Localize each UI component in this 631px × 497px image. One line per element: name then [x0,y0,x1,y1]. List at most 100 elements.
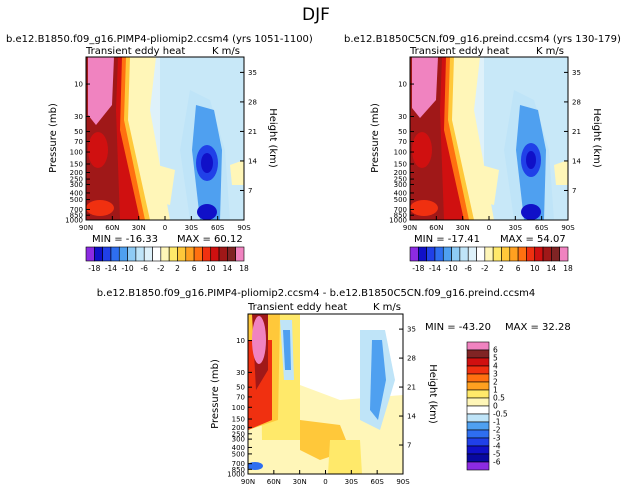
panel-2-plot-area [410,57,568,220]
colorbar-top-left-label: 18 [239,264,249,273]
panel-1-subtitle-right: K m/s [212,46,240,57]
colorbar-top-right-label: -14 [429,264,441,273]
panel-3-xtick-label: 60N [267,478,281,486]
panel-1-title: b.e12.B1850.f09_g16.PIMP4-pliomip2.ccsm4… [6,34,313,45]
colorbar-top-right-label: 10 [530,264,540,273]
panel-1-ytick-label: 250 [70,176,83,184]
colorbar-top-left-swatch [168,246,178,262]
colorbar-top-left-swatch [94,246,103,262]
panel-3-xtick-label: 90S [396,478,410,486]
colorbar-top-right-swatch [559,246,569,262]
panel-3-min-label: MIN = -43.20 [425,322,491,333]
panel-1-xtick-label: 30N [132,224,146,232]
panel-2-ylabel-right: Height (km) [591,108,602,168]
colorbar-top: -18 -14 -10 -6 -2 2 6 10 14 18 -18 -14 -10 -6 -2 2 6 10 14… [85,246,573,273]
panel-2-ytick-label: 30 [398,113,407,121]
panel-2-rtick-label: 7 [572,187,576,195]
panel-2-ytick-label: 200 [394,169,407,177]
colorbar-diff-swatch [466,421,490,431]
colorbar-diff-label: 3 [493,370,498,379]
panel-2-ylabel: Pressure (mb) [370,103,381,173]
colorbar-diff-swatch [466,453,490,463]
colorbar-top-right-swatch [426,246,436,262]
panel-2-subtitle-left: Transient eddy heat [409,46,509,57]
panel-1-ytick-label: 850 [70,212,83,220]
colorbar-top-right-swatch [409,246,419,262]
panel-2-min-label: MIN = -17.41 [414,234,480,245]
colorbar-diff-label: -2 [493,426,501,435]
colorbar-diff-swatch [466,373,490,383]
panel-2-xtick-label: 0 [487,224,491,232]
panel-2-xtick-label: 90S [561,224,575,232]
colorbar-top-left-swatch [193,246,203,262]
panel-3-ytick-label: 850 [232,466,245,474]
panel-1-max-label: MAX = 60.12 [177,234,243,245]
colorbar-top-right-swatch [484,246,494,262]
panel-3-plot-area [248,314,403,474]
colorbar-top-left-label: 14 [223,264,233,273]
panel-2-rtick-label: 35 [572,69,581,77]
colorbar-top-right-swatch [467,246,477,262]
colorbar-top-left-swatch [202,246,212,262]
colorbar-top-left-swatch [143,246,153,262]
panel-1-ytick-label: 700 [70,206,83,214]
colorbar-top-right-label: 18 [563,264,573,273]
colorbar-top-right-swatch [418,246,427,262]
colorbar-top-right-swatch [509,246,519,262]
colorbar-top-left-label: -14 [105,264,117,273]
panel-1-ytick-label: 50 [74,128,83,136]
colorbar-diff-label: -6 [493,458,501,467]
colorbar-diff-swatch [466,461,490,471]
panel-2-ytick-label: 500 [394,196,407,204]
colorbar-diff-swatch [466,381,490,391]
colorbar-diff-label: 2 [493,378,498,387]
panel-3-subtitle-left: Transient eddy heat [247,302,347,313]
panel-3-ytick-label: 150 [232,416,245,424]
colorbar-top-left-swatch [227,246,236,262]
colorbar-top-left-swatch [185,246,195,262]
panel-2-ytick-label: 1000 [389,217,407,225]
colorbar-top-left-swatch [152,246,162,262]
panel-1-ytick-label: 400 [70,189,83,197]
panel-3-xtick-label: 30S [345,478,359,486]
panel-1-ytick-label: 1000 [65,217,83,225]
panel-1-xtick-label: 30S [185,224,199,232]
panel-2-xtick-label: 30N [456,224,470,232]
panel-1-xtick-label: 60S [211,224,225,232]
panel-3-rtick-label: 7 [407,442,411,450]
panel-2-subtitle-right: K m/s [536,46,564,57]
panel-3-ytick-label: 500 [232,450,245,458]
panel-1-plot-area [86,57,244,220]
panel-3-ytick-label: 200 [232,424,245,432]
panel-3-rtick-label: 21 [407,384,416,392]
panel-3-xtick-label: 60S [370,478,384,486]
panel-1-ylabel-right: Height (km) [267,108,278,168]
panel-2-ytick-label: 150 [394,160,407,168]
colorbar-top-right-swatch [434,246,444,262]
colorbar-diff-label: 0.5 [493,394,505,403]
panel-3-xtick-label: 0 [323,478,327,486]
panel-1-subtitle-left: Transient eddy heat [85,46,185,57]
panel-1-rtick-label: 14 [248,157,257,165]
colorbar-diff-swatch [466,357,490,367]
colorbar-top-right-label: 2 [499,264,504,273]
panel-3-ytick-label: 700 [232,460,245,468]
colorbar-diff-swatch [466,413,490,423]
colorbar-top-left-swatch [218,246,228,262]
panel-1-ylabel: Pressure (mb) [48,103,59,173]
panel-2-ytick-label: 250 [394,176,407,184]
colorbar-diff-swatch [466,445,490,455]
colorbar-top-right-swatch [542,246,552,262]
colorbar-diff-swatch [466,365,490,375]
colorbar-diff-swatch [466,437,490,447]
colorbar-top-left-label: -2 [157,264,165,273]
panel-3-ytick-label: 250 [232,430,245,438]
colorbar-top-right-label: 6 [516,264,521,273]
colorbar-diff-swatch [466,397,490,407]
panel-2-ytick-label: 50 [398,128,407,136]
colorbar-top-left-label: -10 [121,264,133,273]
panel-1-ytick-label: 100 [70,149,83,157]
panel-1-ytick-label: 30 [74,113,83,121]
